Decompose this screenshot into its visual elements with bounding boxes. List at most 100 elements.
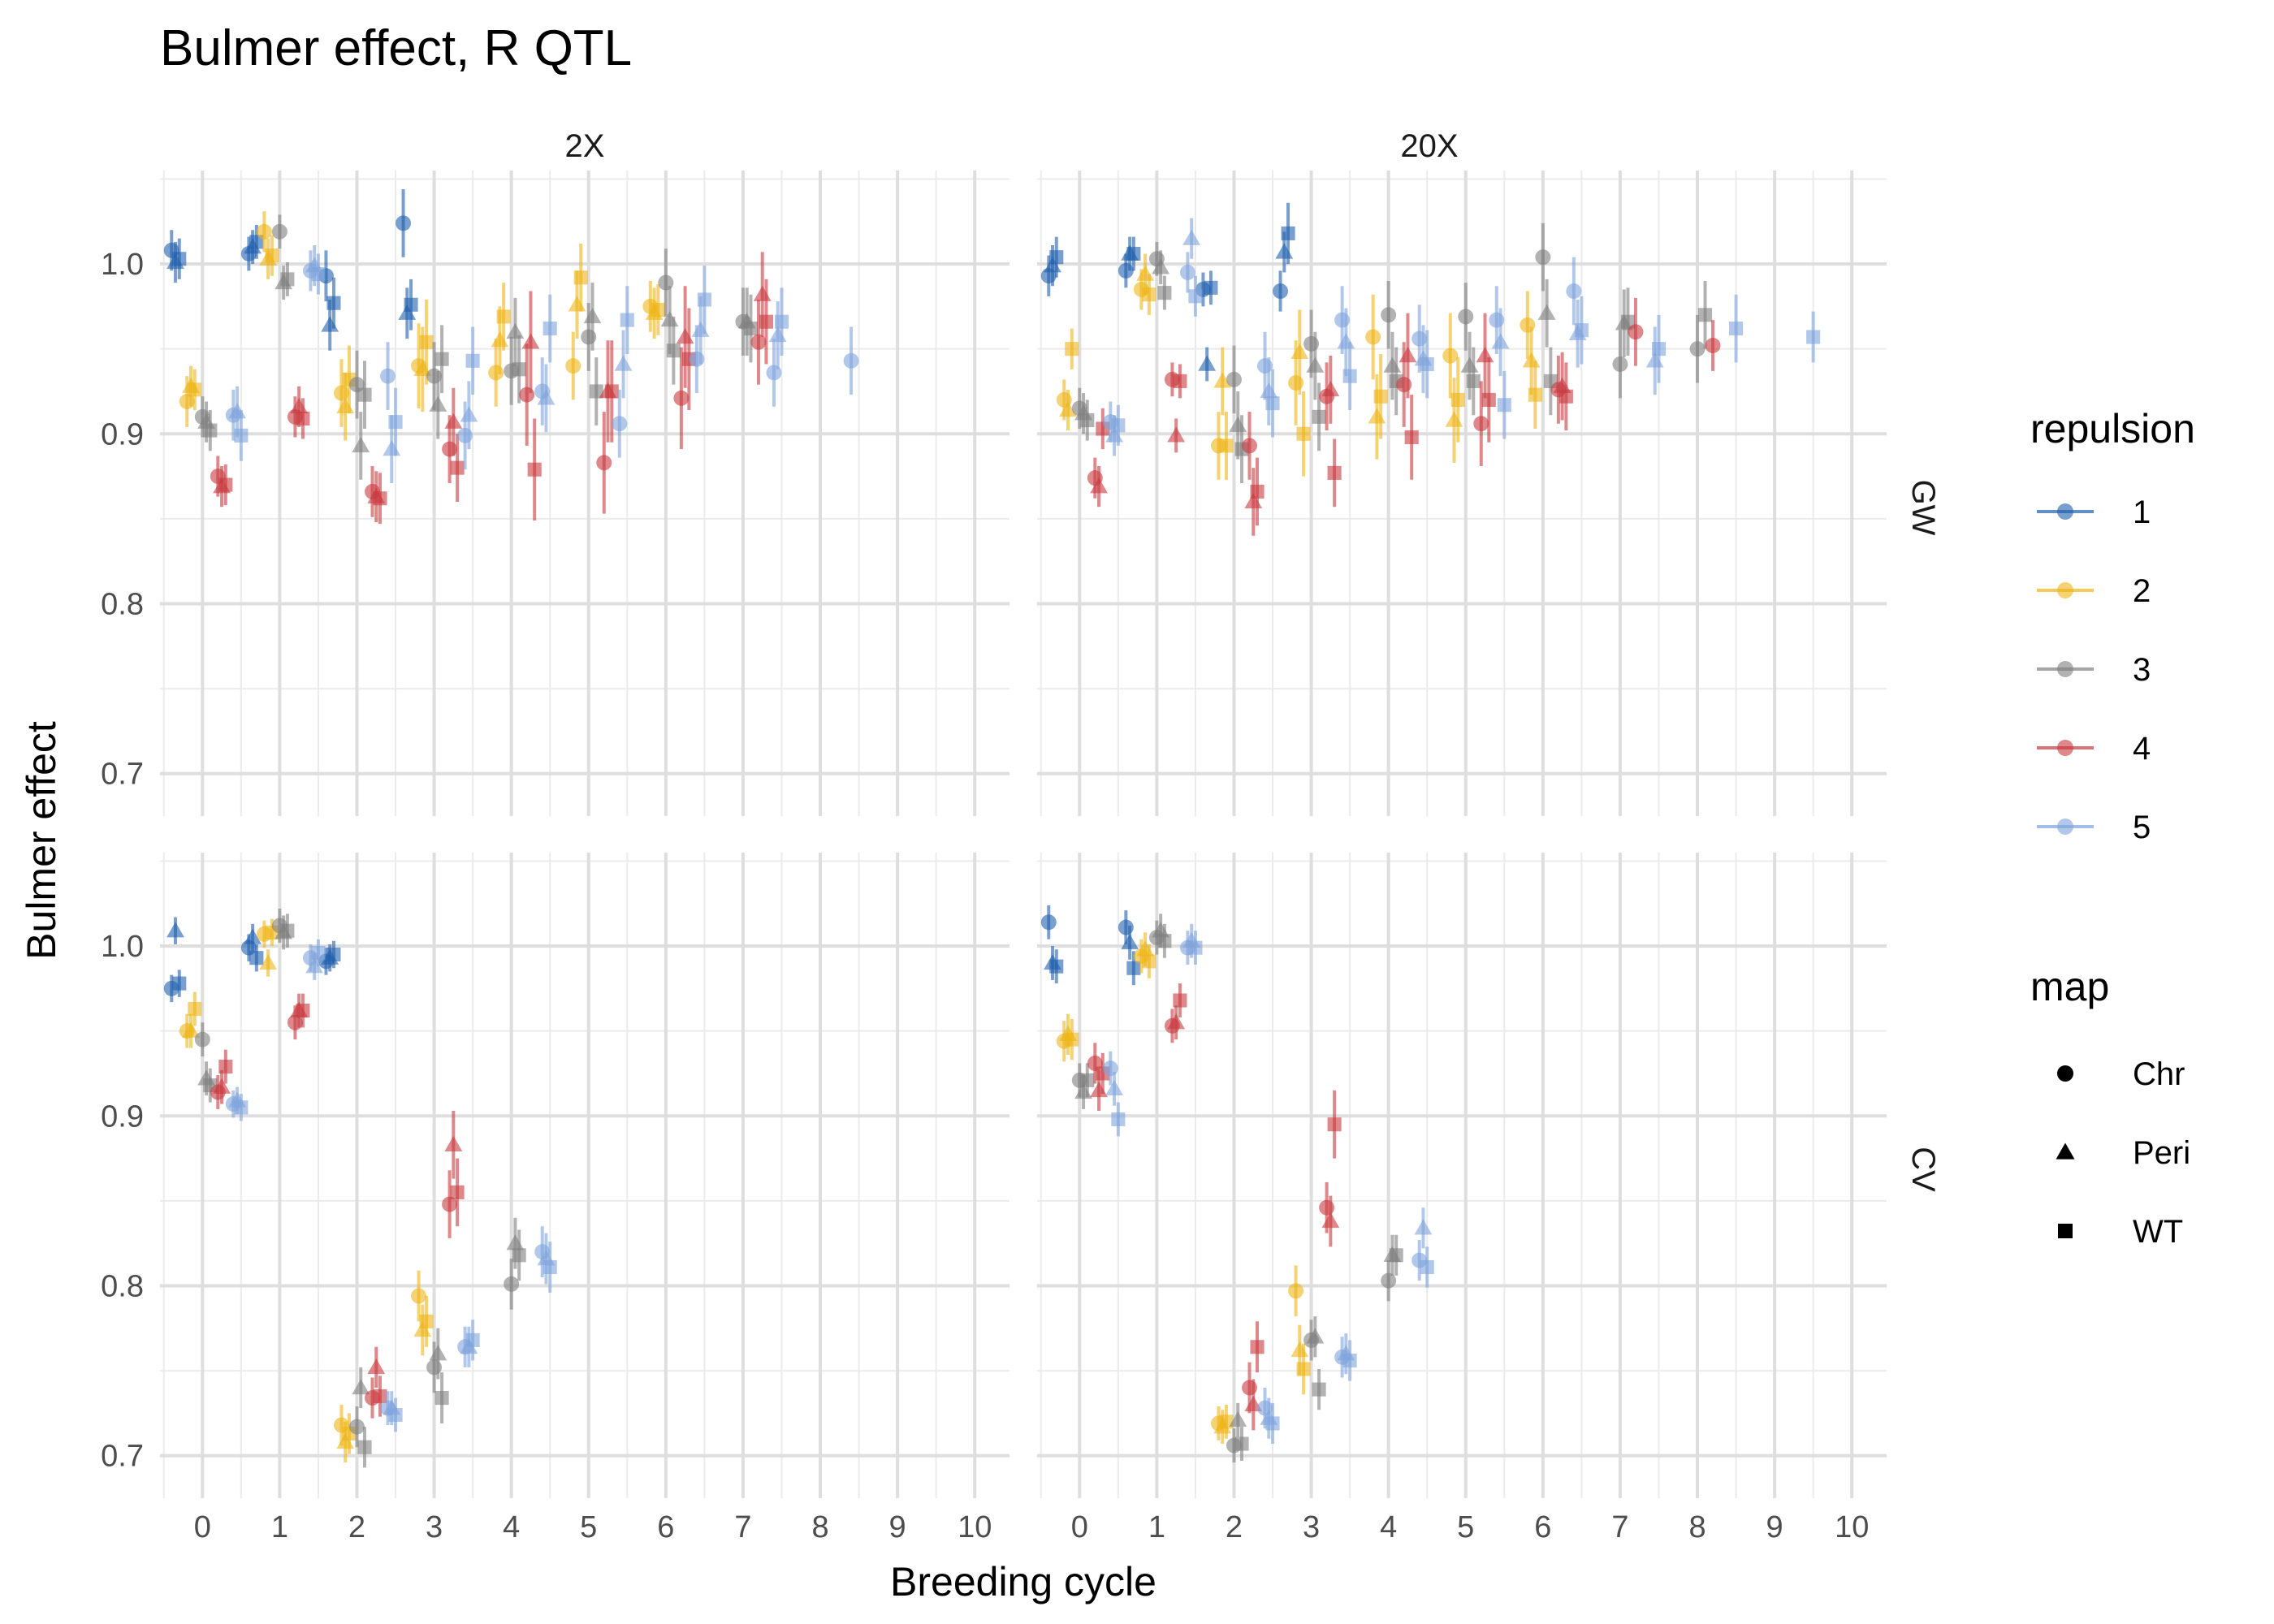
data-point xyxy=(568,296,586,312)
data-point xyxy=(1612,356,1628,372)
data-point xyxy=(651,303,665,317)
data-point xyxy=(1321,380,1340,397)
data-point xyxy=(280,923,295,938)
data-point xyxy=(527,462,542,477)
legend-item-repulsion-3: 3 xyxy=(2037,652,2151,688)
data-point xyxy=(512,362,526,377)
x-tick-label: 9 xyxy=(1766,1510,1783,1544)
data-point xyxy=(1373,389,1388,404)
data-point xyxy=(234,428,249,443)
data-point xyxy=(1365,329,1381,345)
series-r1-wt xyxy=(172,224,418,330)
legend-title-map: map xyxy=(2030,964,2109,1009)
data-point xyxy=(388,1407,403,1423)
x-tick-label: 2 xyxy=(1226,1510,1243,1544)
data-point xyxy=(1040,914,1057,931)
series-r3-wt xyxy=(1080,923,1403,1461)
data-point xyxy=(743,322,758,336)
x-tick-label: 3 xyxy=(426,1510,443,1544)
data-point xyxy=(1142,287,1156,302)
data-point xyxy=(380,368,396,384)
series-r3-wt xyxy=(203,914,526,1468)
data-point xyxy=(357,387,372,402)
data-point xyxy=(373,491,387,506)
data-point xyxy=(218,1060,233,1074)
data-point xyxy=(194,1031,210,1047)
series-r4-wt xyxy=(218,279,774,525)
data-point xyxy=(596,455,612,471)
data-point xyxy=(326,296,341,310)
data-point xyxy=(673,390,690,406)
data-point xyxy=(1049,959,1064,974)
series-r1-wt xyxy=(172,940,341,997)
data-point xyxy=(620,313,634,327)
series-r4-peri xyxy=(1090,313,1571,536)
series-r2-peri xyxy=(182,949,432,1463)
x-tick-label: 7 xyxy=(734,1510,751,1544)
series-r4-chr xyxy=(210,1005,458,1419)
series-r3-wt xyxy=(203,261,758,451)
strip-label-cv: CV xyxy=(1905,1147,1941,1192)
series-r1-chr xyxy=(163,934,334,1003)
data-point xyxy=(583,307,602,324)
data-point xyxy=(1342,369,1357,383)
panel-20X-CV: 0 1 2 3 4 5 6 7 8 9 10 xyxy=(1037,853,1887,1544)
series-r2-wt xyxy=(1065,944,1311,1439)
legend-item-repulsion-1: 1 xyxy=(2037,495,2151,530)
legend-title-repulsion: repulsion xyxy=(2030,406,2195,451)
panel-2X-GW: 0.7 0.8 0.9 1.0 xyxy=(101,171,1009,816)
data-point xyxy=(1173,993,1187,1008)
data-point xyxy=(1389,1248,1403,1263)
data-point xyxy=(1275,243,1294,259)
data-point xyxy=(1414,1219,1433,1235)
data-point xyxy=(1296,1362,1311,1376)
x-axis-label: Breeding cycle xyxy=(890,1559,1156,1605)
x-tick-label: 4 xyxy=(503,1510,520,1544)
legend-key-point xyxy=(2057,582,2073,598)
data-point xyxy=(1450,392,1465,407)
data-point xyxy=(1327,1117,1342,1132)
data-point xyxy=(1229,416,1247,433)
y-tick-label: 1.0 xyxy=(101,930,144,964)
data-point xyxy=(1273,283,1289,300)
legend-key-point xyxy=(2057,503,2073,520)
data-point xyxy=(1188,289,1203,304)
series-r5-peri xyxy=(228,952,556,1426)
data-point xyxy=(1198,355,1217,371)
data-point xyxy=(614,355,633,371)
data-point xyxy=(444,412,463,429)
data-point xyxy=(1628,324,1644,340)
data-point xyxy=(296,411,310,425)
data-point xyxy=(1473,416,1489,432)
y-tick-label: 0.7 xyxy=(101,1440,144,1474)
y-tick-label: 0.9 xyxy=(101,1099,144,1134)
data-point xyxy=(843,352,859,369)
data-point xyxy=(1466,374,1481,388)
data-point xyxy=(1111,418,1126,433)
data-point xyxy=(676,328,694,344)
data-point xyxy=(1121,933,1139,950)
legend-item-map-chr: Chr xyxy=(2057,1056,2185,1092)
series-r5-chr xyxy=(1102,931,1428,1429)
x-tick-label: 0 xyxy=(1071,1510,1088,1544)
data-point xyxy=(373,1389,387,1404)
data-point xyxy=(1065,342,1079,356)
data-point xyxy=(357,1440,372,1454)
data-point xyxy=(311,267,326,282)
panel-2X-CV: 0.7 0.8 0.9 1.0 0 1 2 3 4 5 6 7 8 9 10 xyxy=(101,853,1009,1544)
data-point xyxy=(1219,1415,1234,1429)
data-point xyxy=(367,1358,386,1375)
legend-label: 4 xyxy=(2133,731,2151,767)
data-point xyxy=(256,223,272,240)
series-r2-wt xyxy=(1065,274,1542,480)
data-point xyxy=(1445,411,1463,427)
data-point xyxy=(1368,408,1386,424)
data-point xyxy=(759,314,774,329)
data-point xyxy=(1059,401,1077,417)
x-tick-label: 6 xyxy=(1534,1510,1551,1544)
x-tick-label: 0 xyxy=(194,1510,211,1544)
data-point xyxy=(1481,392,1496,407)
legend-label: 1 xyxy=(2133,495,2151,530)
data-point xyxy=(1535,249,1551,266)
data-point xyxy=(1188,940,1203,955)
